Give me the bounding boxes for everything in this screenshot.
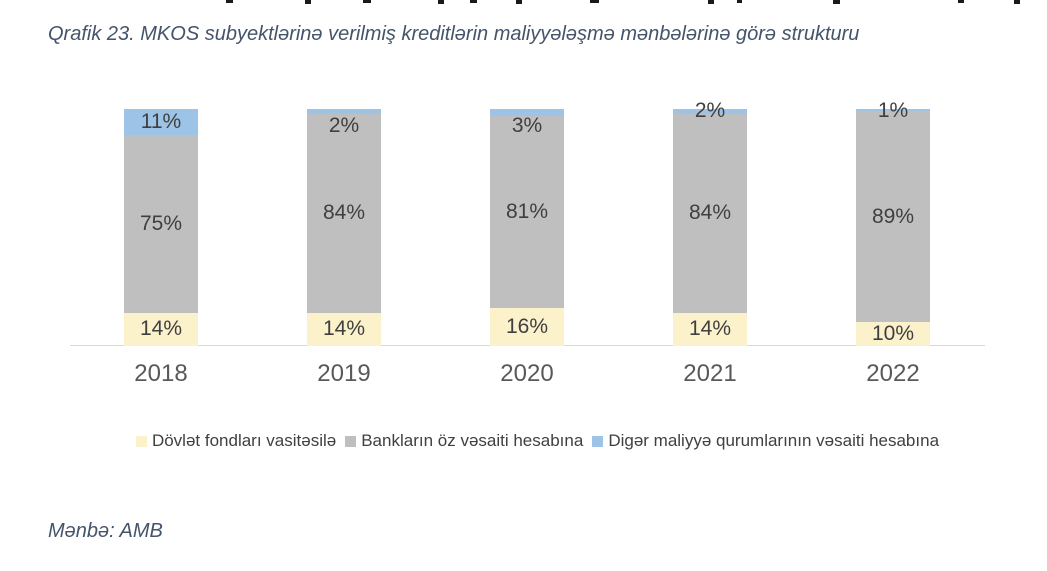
source-note: Mənbə: AMB [48, 520, 163, 542]
data-label-2021-series0: 14% [688, 317, 732, 341]
legend-label: Digər maliyyə qurumlarının vəsaiti hesab… [608, 431, 940, 450]
text-fragment [470, 0, 477, 3]
bar-segment-2021-series1 [673, 113, 747, 313]
text-fragment [958, 0, 964, 3]
bar-segment-2022-series0 [856, 322, 930, 346]
data-label-2020-series1: 81% [505, 200, 549, 224]
data-label-2018-series0: 14% [139, 317, 183, 341]
bar-segment-2022-series2 [856, 109, 930, 112]
text-fragment [1014, 0, 1020, 4]
data-label-2018-series2: 11% [140, 110, 182, 134]
data-label-2020-series2: 3% [511, 114, 543, 137]
text-fragment [737, 0, 742, 3]
data-label-2019-series1: 84% [322, 201, 366, 225]
bar-segment-2021-series2 [673, 109, 747, 114]
data-label-2022-series0: 10% [871, 322, 915, 346]
legend-item-0: Dövlət fondları vasitəsilə [135, 431, 337, 451]
legend-marker-icon [592, 435, 604, 447]
legend-item-1: Bankların öz vəsaiti hesabına [345, 431, 583, 451]
bar-segment-2019-series0 [307, 312, 381, 346]
legend-item-2: Digər maliyyə qurumlarının vəsaiti hesab… [592, 431, 939, 451]
data-label-2020-series0: 16% [505, 315, 549, 339]
bar-segment-2019-series2 [307, 109, 381, 114]
legend-marker-icon [135, 435, 147, 447]
chart-title: Qrafik 23. MKOS subyektlərinə verilmiş k… [48, 23, 860, 45]
text-fragment [833, 0, 840, 4]
bar-segment-2019-series1 [307, 113, 381, 313]
clipped-text-remnants [0, 0, 1047, 8]
data-label-2022-series2: 1% [877, 99, 909, 122]
data-label-2022-series1: 89% [871, 204, 915, 228]
category-label-2022: 2022 [866, 360, 920, 387]
bar-segment-2020-series2 [490, 109, 564, 117]
category-label-2018: 2018 [134, 360, 188, 387]
text-fragment [708, 0, 714, 4]
bar-segment-2020-series1 [490, 116, 564, 309]
text-fragment [438, 0, 444, 4]
bar-segment-2020-series0 [490, 308, 564, 346]
text-fragment [305, 0, 311, 4]
data-label-2018-series1: 75% [139, 211, 183, 235]
bar-segment-2018-series2 [124, 109, 198, 136]
text-fragment [590, 0, 599, 3]
legend-label: Dövlət fondları vasitəsilə [151, 431, 337, 450]
bar-segment-2018-series1 [124, 135, 198, 313]
text-fragment [516, 0, 522, 4]
legend-label: Bankların öz vəsaiti hesabına [361, 431, 584, 450]
category-label-2021: 2021 [683, 360, 737, 387]
bar-segment-2018-series0 [124, 312, 198, 346]
data-label-2019-series0: 14% [322, 317, 366, 341]
text-fragment [363, 0, 371, 3]
text-fragment [226, 0, 233, 3]
data-label-2019-series2: 2% [328, 114, 360, 137]
legend-marker-icon [345, 435, 357, 447]
bar-segment-2022-series1 [856, 111, 930, 323]
data-label-2021-series2: 2% [694, 99, 726, 122]
legend: Dövlət fondları vasitəsilə Bankların öz v… [80, 430, 995, 452]
category-label-2019: 2019 [317, 360, 371, 387]
category-label-2020: 2020 [500, 360, 554, 387]
data-label-2021-series1: 84% [688, 201, 732, 225]
bar-segment-2021-series0 [673, 312, 747, 346]
